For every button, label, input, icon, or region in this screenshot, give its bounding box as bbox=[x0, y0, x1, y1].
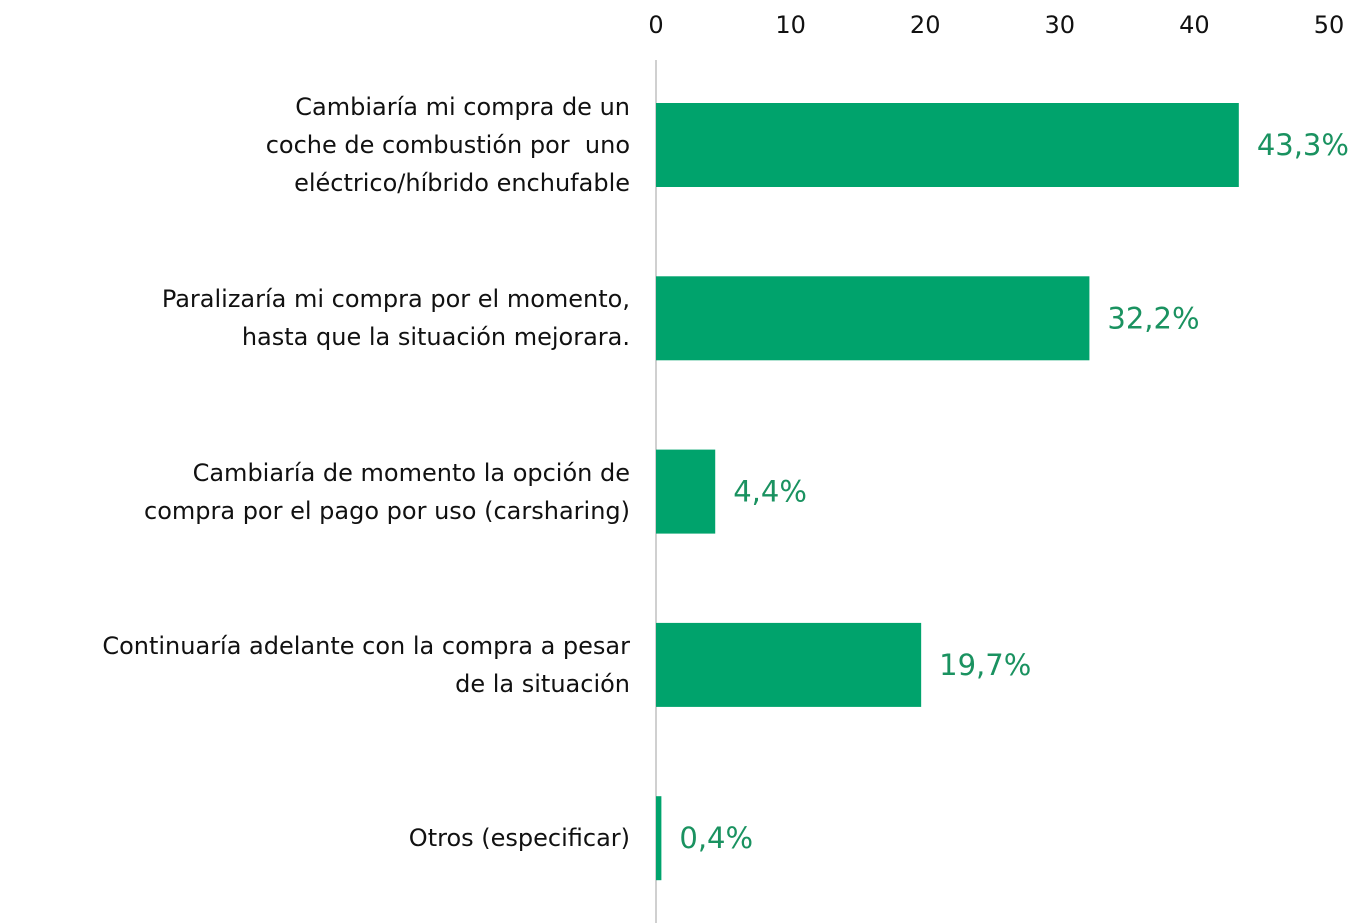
bar bbox=[656, 622, 922, 707]
x-tick-label: 10 bbox=[775, 11, 806, 39]
value-label: 32,2% bbox=[1107, 301, 1199, 335]
bar bbox=[656, 796, 662, 881]
value-label: 43,3% bbox=[1257, 128, 1349, 162]
value-label: 4,4% bbox=[733, 475, 807, 509]
bar bbox=[656, 449, 716, 534]
x-tick-label: 50 bbox=[1314, 11, 1345, 39]
value-label: 0,4% bbox=[679, 821, 753, 855]
x-tick-label: 40 bbox=[1179, 11, 1210, 39]
value-label: 19,7% bbox=[939, 648, 1031, 682]
category-label: Cambiaría mi compra de un coche de combu… bbox=[265, 93, 630, 197]
category-label: Continuaría adelante con la compra a pes… bbox=[102, 631, 630, 698]
x-tick-label: 0 bbox=[648, 11, 663, 39]
x-tick-label: 20 bbox=[910, 11, 941, 39]
category-label: Cambiaría de momento la opción de compra… bbox=[144, 458, 630, 525]
category-label: Paralizaría mi compra por el momento, ha… bbox=[161, 285, 630, 352]
bar bbox=[656, 276, 1090, 361]
x-tick-label: 30 bbox=[1045, 11, 1076, 39]
bar bbox=[656, 103, 1239, 187]
category-label: Otros (especificar) bbox=[408, 824, 630, 853]
